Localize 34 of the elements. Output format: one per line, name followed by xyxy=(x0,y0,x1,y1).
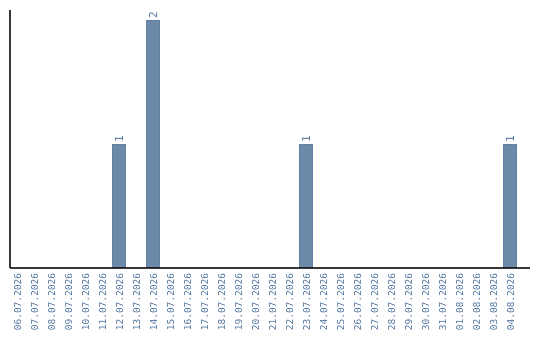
x-tick-label: 15.07.2026 xyxy=(166,272,177,330)
x-tick-label: 21.07.2026 xyxy=(268,272,279,330)
x-tick-label: 11.07.2026 xyxy=(98,272,109,330)
x-tick-label: 23.07.2026 xyxy=(302,272,313,330)
data-label: 1 xyxy=(113,135,126,142)
x-tick-label: 30.07.2026 xyxy=(421,272,432,330)
x-tick-label: 06.07.2026 xyxy=(13,272,24,330)
x-tick-label: 31.07.2026 xyxy=(438,272,449,330)
x-tick-label: 19.07.2026 xyxy=(234,272,245,330)
x-tick-label: 13.07.2026 xyxy=(132,272,143,330)
x-tick-label: 09.07.2026 xyxy=(64,272,75,330)
x-tick-label: 14.07.2026 xyxy=(149,272,160,330)
data-label: 1 xyxy=(300,135,313,142)
x-tick-label: 17.07.2026 xyxy=(200,272,211,330)
data-label: 2 xyxy=(147,11,160,18)
x-tick-label: 29.07.2026 xyxy=(404,272,415,330)
x-tick-label: 02.08.2026 xyxy=(472,272,483,330)
x-tick-label: 20.07.2026 xyxy=(251,272,262,330)
x-tick-label: 24.07.2026 xyxy=(319,272,330,330)
x-tick-label: 28.07.2026 xyxy=(387,272,398,330)
x-tick-label: 07.07.2026 xyxy=(30,272,41,330)
x-tick-label: 10.07.2026 xyxy=(81,272,92,330)
x-tick-label: 08.07.2026 xyxy=(47,272,58,330)
x-tick-label: 01.08.2026 xyxy=(455,272,466,330)
x-tick-label: 25.07.2026 xyxy=(336,272,347,330)
x-tick-label: 26.07.2026 xyxy=(353,272,364,330)
x-tick-label: 22.07.2026 xyxy=(285,272,296,330)
x-tick-label: 18.07.2026 xyxy=(217,272,228,330)
x-tick-label: 03.08.2026 xyxy=(489,272,500,330)
x-tick-label: 04.08.2026 xyxy=(506,272,517,330)
x-tick-label: 27.07.2026 xyxy=(370,272,381,330)
x-tick-label: 12.07.2026 xyxy=(115,272,126,330)
data-label: 1 xyxy=(504,135,517,142)
x-tick-label: 16.07.2026 xyxy=(183,272,194,330)
